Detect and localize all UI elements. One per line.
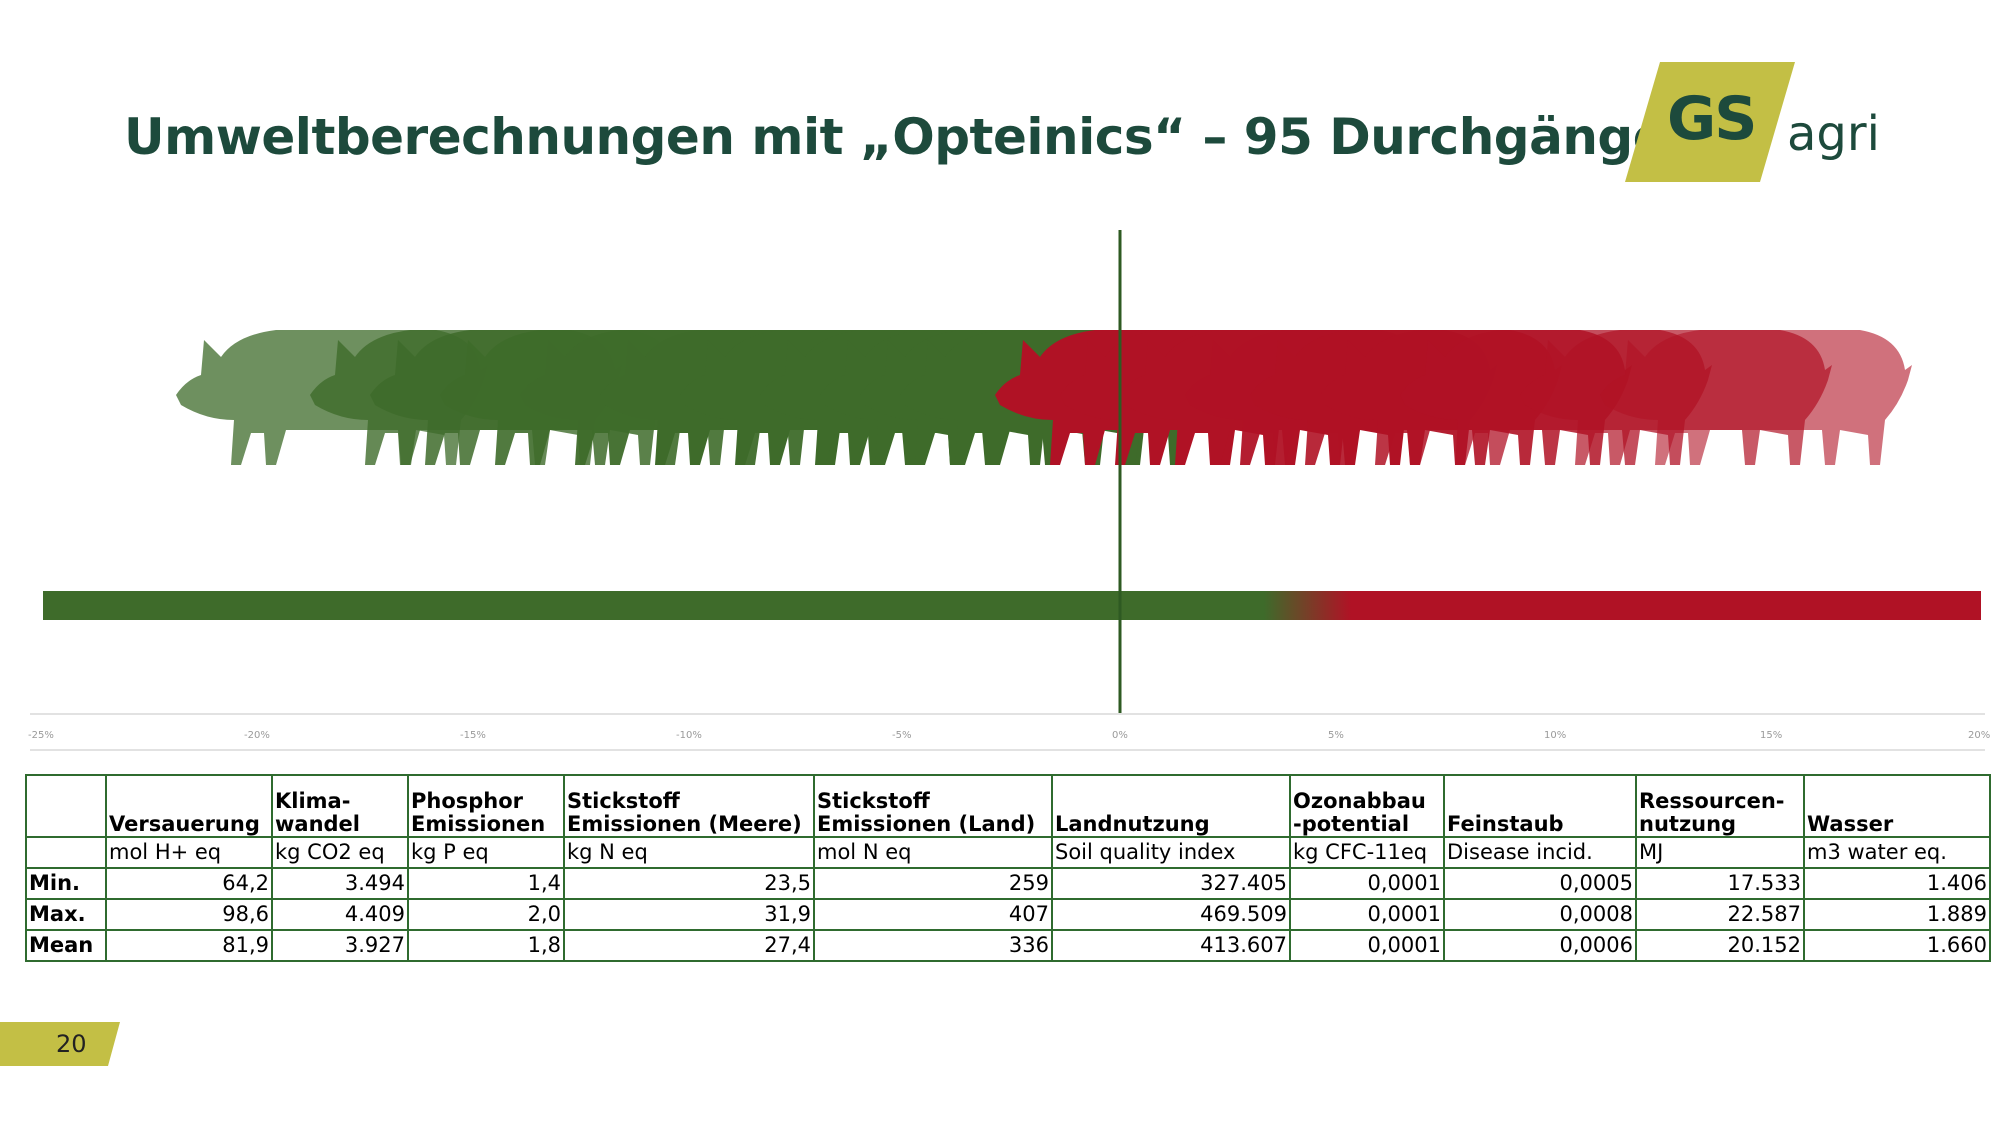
logo-parallelogram (1625, 62, 1795, 182)
unit-cell: kg CO2 eq (271, 836, 409, 869)
tick-label: -5% (892, 730, 911, 741)
table-row: Mean 81,9 3.927 1,8 27,4 336 413.607 0,0… (25, 929, 1991, 962)
value-cell: 469.509 (1051, 898, 1291, 931)
header-cell: Versauerung (105, 774, 273, 838)
header-cell: Klima- wandel (271, 774, 409, 838)
unit-cell: m3 water eq. (1803, 836, 1991, 869)
header-cell: Wasser (1803, 774, 1991, 838)
value-cell: 4.409 (271, 898, 409, 931)
results-table: Versauerung Klima- wandel Phosphor Emiss… (25, 774, 1991, 962)
row-label: Max. (25, 898, 107, 931)
value-cell: 259 (813, 867, 1053, 900)
value-cell: 0,0005 (1443, 867, 1637, 900)
value-cell: 0,0001 (1289, 929, 1445, 962)
value-cell: 22.587 (1635, 898, 1805, 931)
value-cell: 407 (813, 898, 1053, 931)
header-cell: Phosphor Emissionen (407, 774, 565, 838)
distribution-bar (43, 591, 1981, 620)
page-number: 20 (56, 1030, 87, 1058)
row-label: Mean (25, 929, 107, 962)
unit-cell: mol N eq (813, 836, 1053, 869)
value-cell: 0,0006 (1443, 929, 1637, 962)
unit-cell: kg P eq (407, 836, 565, 869)
value-cell: 336 (813, 929, 1053, 962)
tick-label: 15% (1760, 730, 1782, 741)
header-cell: Feinstaub (1443, 774, 1637, 838)
table-row: Min. 64,2 3.494 1,4 23,5 259 327.405 0,0… (25, 867, 1991, 900)
unit-cell: mol H+ eq (105, 836, 273, 869)
pig-distribution-graphic: -25% -20% -15% -10% -5% 0% 5% 10% 15% 20… (28, 230, 1990, 751)
value-cell: 413.607 (1051, 929, 1291, 962)
value-cell: 327.405 (1051, 867, 1291, 900)
value-cell: 3.927 (271, 929, 409, 962)
axis-tick-labels: -25% -20% -15% -10% -5% 0% 5% 10% 15% 20… (28, 730, 1990, 741)
value-cell: 1.660 (1803, 929, 1991, 962)
gs-agri-logo: GS agri (1625, 62, 1880, 182)
header-cell: Stickstoff Emissionen (Land) (813, 774, 1053, 838)
row-label: Min. (25, 867, 107, 900)
unit-cell (25, 836, 107, 869)
unit-cell: Soil quality index (1051, 836, 1291, 869)
header-cell: Ozonabbau -potential (1289, 774, 1445, 838)
value-cell: 17.533 (1635, 867, 1805, 900)
logo-mark: GS (1667, 84, 1757, 154)
table-row: Max. 98,6 4.409 2,0 31,9 407 469.509 0,0… (25, 898, 1991, 931)
slide-title: Umweltberechnungen mit „Opteinics“ – 95 … (124, 108, 1667, 166)
page-number-badge: 20 (0, 1022, 120, 1066)
value-cell: 0,0008 (1443, 898, 1637, 931)
value-cell: 0,0001 (1289, 867, 1445, 900)
unit-cell: kg CFC-11eq (1289, 836, 1445, 869)
tick-label: -25% (28, 730, 54, 741)
value-cell: 2,0 (407, 898, 565, 931)
value-cell: 20.152 (1635, 929, 1805, 962)
logo-word: agri (1787, 106, 1880, 162)
value-cell: 23,5 (563, 867, 815, 900)
table-units-row: mol H+ eq kg CO2 eq kg P eq kg N eq mol … (25, 836, 1991, 869)
header-cell (25, 774, 107, 838)
tick-label: -15% (460, 730, 486, 741)
tick-label: 5% (1328, 730, 1344, 741)
value-cell: 1,8 (407, 929, 565, 962)
tick-label: 10% (1544, 730, 1566, 741)
header-cell: Ressourcen- nutzung (1635, 774, 1805, 838)
unit-cell: MJ (1635, 836, 1805, 869)
table-header-row: Versauerung Klima- wandel Phosphor Emiss… (25, 774, 1991, 838)
header-cell: Landnutzung (1051, 774, 1291, 838)
value-cell: 64,2 (105, 867, 273, 900)
value-cell: 0,0001 (1289, 898, 1445, 931)
value-cell: 27,4 (563, 929, 815, 962)
unit-cell: Disease incid. (1443, 836, 1637, 869)
header-cell: Stickstoff Emissionen (Meere) (563, 774, 815, 838)
value-cell: 3.494 (271, 867, 409, 900)
value-cell: 1.406 (1803, 867, 1991, 900)
value-cell: 1.889 (1803, 898, 1991, 931)
tick-label: -20% (244, 730, 270, 741)
value-cell: 81,9 (105, 929, 273, 962)
value-cell: 1,4 (407, 867, 565, 900)
value-cell: 98,6 (105, 898, 273, 931)
unit-cell: kg N eq (563, 836, 815, 869)
page-number-shape (0, 1022, 120, 1066)
tick-label: 20% (1968, 730, 1990, 741)
value-cell: 31,9 (563, 898, 815, 931)
tick-label: -10% (676, 730, 702, 741)
tick-label: 0% (1112, 730, 1128, 741)
